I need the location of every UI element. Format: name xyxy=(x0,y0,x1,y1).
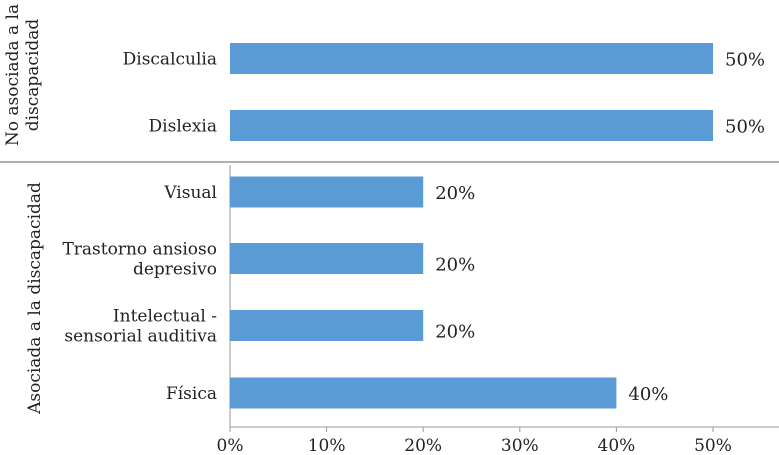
value-label: 50% xyxy=(725,50,765,71)
category-label: Intelectual -sensorial auditiva xyxy=(64,307,217,347)
category-label: Trastorno ansioso depresivo xyxy=(62,240,217,280)
category-label-line: Discalculia xyxy=(123,50,217,70)
category-label-line: Intelectual - xyxy=(113,307,217,327)
x-tick-label: 10% xyxy=(308,436,346,455)
bar xyxy=(230,110,713,141)
value-label: 20% xyxy=(435,322,475,343)
category-label-line: depresivo xyxy=(133,260,217,280)
value-label: 20% xyxy=(435,255,475,276)
category-label-line: sensorial auditiva xyxy=(64,327,217,347)
value-label: 40% xyxy=(628,384,668,405)
category-label: Visual xyxy=(163,183,217,203)
category-label-line: Dislexia xyxy=(149,117,217,137)
category-label-line: Trastorno ansioso xyxy=(62,240,217,260)
group-label: No asociada a ladiscapacidad xyxy=(3,4,43,146)
value-label: 20% xyxy=(435,183,475,204)
category-label: Dislexia xyxy=(149,117,217,137)
x-tick-label: 50% xyxy=(694,436,732,455)
value-label: 50% xyxy=(725,117,765,138)
bar xyxy=(230,243,424,274)
category-label: Física xyxy=(166,384,217,404)
x-tick-label: 0% xyxy=(217,436,244,455)
category-label-line: Física xyxy=(166,384,217,404)
category-label-line: Visual xyxy=(163,183,217,203)
x-tick-label: 30% xyxy=(501,436,539,455)
category-label: Discalculia xyxy=(123,50,217,70)
x-tick-label: 40% xyxy=(598,436,636,455)
group-label-line: No asociada a la xyxy=(3,4,23,146)
bar xyxy=(230,176,424,208)
group-label-line: discapacidad xyxy=(23,19,43,132)
x-tick-label: 20% xyxy=(404,436,442,455)
bar xyxy=(230,377,617,409)
group-label: Asociada a la discapacidad xyxy=(25,182,45,415)
bar xyxy=(230,310,424,341)
bar xyxy=(230,43,713,74)
